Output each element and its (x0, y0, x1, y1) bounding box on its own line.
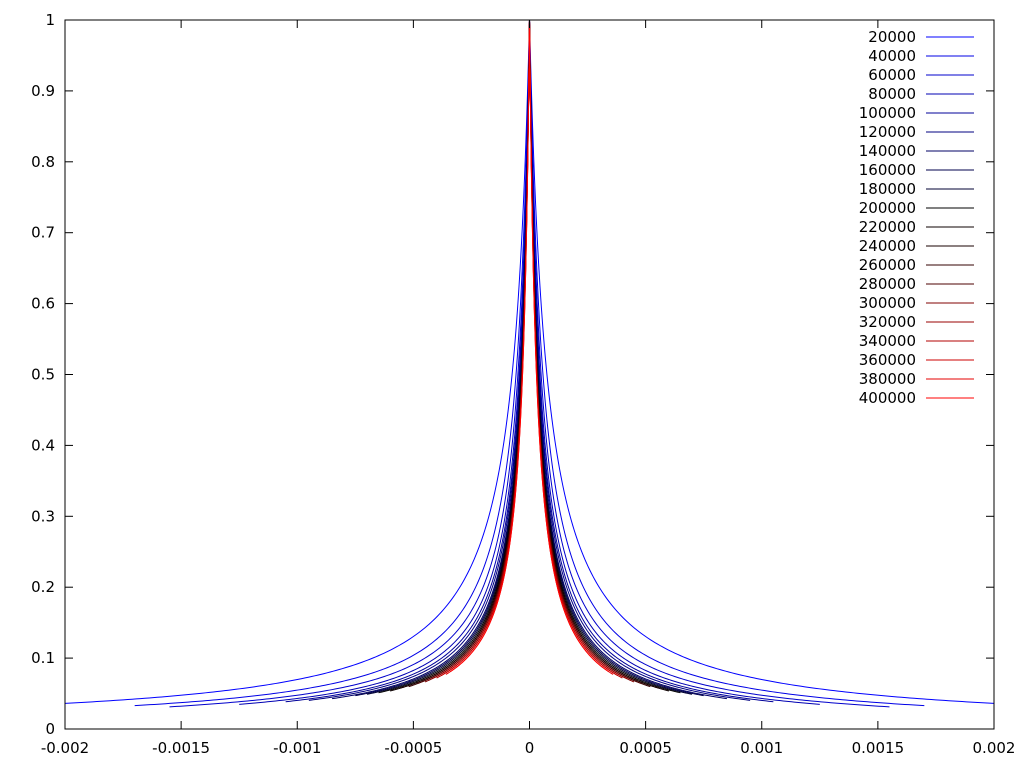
series-curves (64, 19, 995, 708)
plot-frame (64, 19, 995, 730)
legend-label-400000: 400000 (859, 389, 916, 407)
series-line-20000 (64, 19, 995, 704)
legend-label-80000: 80000 (868, 85, 916, 103)
x-tick-label: 0 (525, 739, 535, 757)
y-tick-label: 0 (45, 720, 55, 738)
series-line-320000 (431, 20, 628, 680)
x-tick-label: -0.001 (273, 739, 321, 757)
x-tick-label: 0.0015 (852, 739, 905, 757)
legend-label-220000: 220000 (859, 218, 916, 236)
legend-label-120000: 120000 (859, 123, 916, 141)
y-tick-label: 0.4 (31, 436, 55, 454)
x-tick-label: -0.002 (41, 739, 89, 757)
series-line-380000 (445, 20, 614, 675)
x-tick-label: 0.002 (973, 739, 1016, 757)
x-tick-label: -0.0005 (384, 739, 442, 757)
series-line-40000 (134, 19, 925, 707)
series-line-300000 (424, 20, 635, 683)
series-line-140000 (332, 20, 727, 700)
y-tick-label: 0.8 (31, 153, 55, 171)
series-line-60000 (169, 19, 890, 708)
series-line-160000 (355, 20, 704, 697)
series-line-240000 (399, 20, 660, 689)
series-line-200000 (378, 20, 681, 694)
legend-label-20000: 20000 (868, 28, 916, 46)
legend-label-320000: 320000 (859, 313, 916, 331)
y-tick-label: 0.9 (31, 82, 55, 100)
x-tick-label: 0.001 (740, 739, 783, 757)
legend-label-40000: 40000 (868, 47, 916, 65)
series-line-400000 (450, 20, 609, 672)
y-tick-label: 0.7 (31, 224, 55, 242)
x-tick-label: 0.0005 (619, 739, 672, 757)
series-line-180000 (366, 20, 693, 695)
series-line-80000 (239, 19, 820, 705)
series-line-100000 (285, 19, 774, 703)
x-tick-label: -0.0015 (152, 739, 210, 757)
legend-label-380000: 380000 (859, 370, 916, 388)
legend-label-280000: 280000 (859, 275, 916, 293)
series-line-360000 (440, 20, 619, 676)
legend-label-260000: 260000 (859, 256, 916, 274)
legend-label-240000: 240000 (859, 237, 916, 255)
y-tick-label: 0.1 (31, 649, 55, 667)
y-tick-label: 0.2 (31, 578, 55, 596)
legend-label-60000: 60000 (868, 66, 916, 84)
legend-label-100000: 100000 (859, 104, 916, 122)
y-tick-label: 0.6 (31, 295, 55, 313)
y-tick-label: 1 (45, 11, 55, 29)
legend-label-340000: 340000 (859, 332, 916, 350)
legend: 2000040000600008000010000012000014000016… (859, 28, 974, 407)
legend-label-200000: 200000 (859, 199, 916, 217)
series-line-280000 (417, 20, 642, 684)
series-line-220000 (390, 20, 669, 692)
legend-label-360000: 360000 (859, 351, 916, 369)
axes: -0.002 -0.0015 -0.001 -0.0005 0 0.0005 0.001 0.… (31, 11, 1015, 757)
legend-label-300000: 300000 (859, 294, 916, 312)
legend-label-160000: 160000 (859, 161, 916, 179)
y-tick-label: 0.3 (31, 507, 55, 525)
legend-label-140000: 140000 (859, 142, 916, 160)
legend-label-180000: 180000 (859, 180, 916, 198)
y-tick-label: 0.5 (31, 366, 55, 384)
series-line-120000 (308, 19, 751, 701)
series-line-260000 (408, 20, 651, 688)
